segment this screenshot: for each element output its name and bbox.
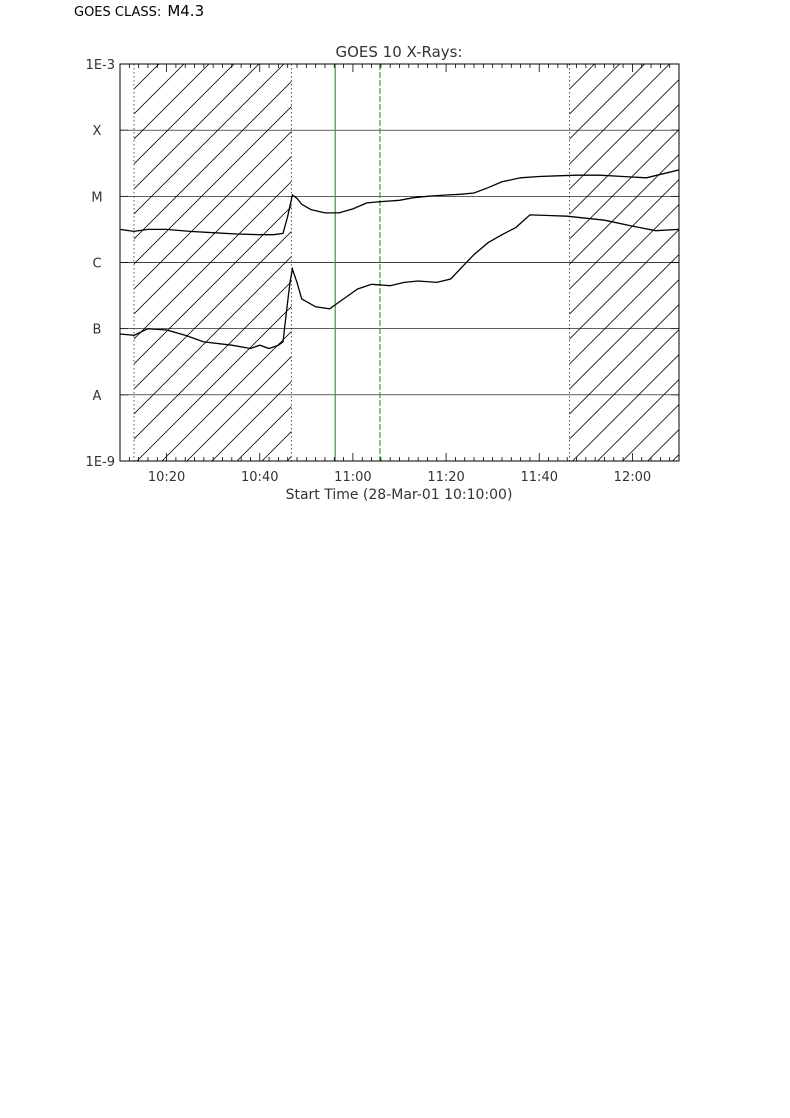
y-tick-label: X xyxy=(93,124,102,139)
y-tick-label: 1E-9 xyxy=(86,455,115,470)
y-tick-label: A xyxy=(93,389,102,404)
x-tick-label: 10:20 xyxy=(148,470,185,485)
chart-title: GOES 10 X-Rays: xyxy=(335,43,462,61)
y-tick-label: 1E-3 xyxy=(86,58,115,73)
y-tick-label: B xyxy=(93,323,102,338)
series-line-1 xyxy=(120,169,679,236)
goes-class-header: GOES CLASS: M4.3 xyxy=(74,2,204,20)
x-tick-label: 10:40 xyxy=(241,470,278,485)
goes-class-value: M4.3 xyxy=(167,2,205,20)
y-tick-label: M xyxy=(91,190,102,205)
goes-class-label: GOES CLASS: xyxy=(74,5,162,20)
x-tick-label: 11:20 xyxy=(427,470,464,485)
x-tick-label: 12:00 xyxy=(614,470,651,485)
x-axis-label: Start Time (28-Mar-01 10:10:00) xyxy=(286,487,513,503)
x-tick-label: 11:00 xyxy=(334,470,371,485)
y-tick-label: C xyxy=(92,257,101,272)
x-tick-label: 11:40 xyxy=(521,470,558,485)
series-line-2 xyxy=(120,214,679,350)
